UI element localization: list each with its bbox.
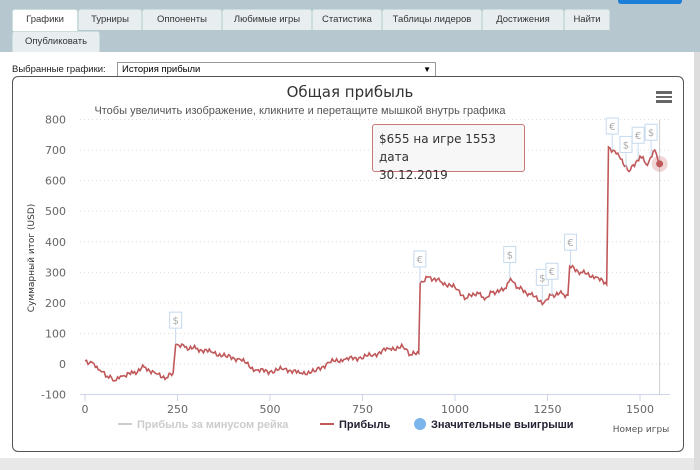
legend-net-profit: Прибыль за минусом рейка bbox=[137, 419, 289, 431]
legend-big-wins: Значительные выигрыши bbox=[431, 419, 574, 431]
chart-menu-icon[interactable] bbox=[656, 91, 672, 103]
tab-3[interactable]: Любимые игры bbox=[222, 9, 312, 30]
y-tick-label: 800 bbox=[45, 114, 66, 127]
bottom-shadow bbox=[0, 458, 700, 470]
profit-line bbox=[84, 145, 661, 382]
chart-container bbox=[12, 76, 684, 452]
x-tick-label: 500 bbox=[260, 403, 281, 416]
flag-symbol: $ bbox=[623, 140, 629, 151]
chart-tooltip: $655 на игре 1553 дата 30.12.2019 bbox=[372, 124, 525, 182]
y-tick-label: 500 bbox=[45, 205, 66, 218]
flag-marker bbox=[605, 117, 619, 135]
y-tick-label: 200 bbox=[45, 297, 66, 310]
flag-marker bbox=[545, 262, 559, 280]
top-button[interactable] bbox=[618, 0, 682, 4]
y-tick-label: -100 bbox=[41, 389, 66, 402]
x-tick-label: 1500 bbox=[626, 403, 654, 416]
flag-marker bbox=[413, 250, 427, 268]
tab-5[interactable]: Таблицы лидеров bbox=[382, 9, 482, 30]
flag-symbol: € bbox=[609, 122, 615, 133]
chart-subtitle: Чтобы увеличить изображение, кликните и … bbox=[94, 105, 506, 117]
x-tick-label: 0 bbox=[82, 403, 89, 416]
chart-title: Общая прибыль bbox=[287, 83, 414, 101]
flag-marker bbox=[619, 135, 633, 153]
tab-2[interactable]: Оппоненты bbox=[142, 9, 222, 30]
flag-symbol: $ bbox=[539, 273, 545, 284]
tab-0[interactable]: Графики bbox=[12, 9, 78, 31]
legend-dot-wins bbox=[414, 418, 426, 430]
x-tick-label: 750 bbox=[352, 403, 373, 416]
flag-marker bbox=[631, 126, 645, 144]
flag-symbol: € bbox=[417, 255, 423, 266]
x-tick-label: 1250 bbox=[534, 403, 562, 416]
flag-symbol: $ bbox=[172, 316, 178, 327]
flag-marker bbox=[644, 123, 658, 141]
hover-point bbox=[656, 160, 664, 168]
scrollbar[interactable] bbox=[694, 52, 700, 470]
flag-symbol: $ bbox=[507, 250, 513, 261]
y-tick-label: 100 bbox=[45, 327, 66, 340]
chart-select-value: История прибыли bbox=[122, 64, 201, 75]
dropdown-arrow-icon: ▼ bbox=[423, 65, 431, 74]
flag-symbol: € bbox=[635, 131, 641, 142]
y-tick-label: 300 bbox=[45, 266, 66, 279]
tab-7[interactable]: Найти bbox=[564, 9, 610, 30]
x-tick-label: 1000 bbox=[441, 403, 469, 416]
tab-6[interactable]: Достижения bbox=[482, 9, 564, 30]
y-tick-label: 400 bbox=[45, 236, 66, 249]
tooltip-line2: 30.12.2019 bbox=[379, 168, 448, 182]
flag-symbol: € bbox=[567, 238, 573, 249]
legend-profit: Прибыль bbox=[339, 419, 391, 431]
chart-select-label: Выбранные графики: bbox=[12, 64, 106, 75]
tab-8[interactable]: Опубликовать bbox=[12, 31, 100, 52]
tab-1[interactable]: Турниры bbox=[78, 9, 142, 30]
flag-marker bbox=[169, 311, 183, 329]
flag-symbol: $ bbox=[648, 128, 654, 139]
y-tick-label: 0 bbox=[59, 358, 66, 371]
y-axis-label: Суммарный итог (USD) bbox=[27, 204, 37, 313]
tab-4[interactable]: Статистика bbox=[312, 9, 382, 30]
flag-marker bbox=[563, 233, 577, 251]
y-tick-label: 700 bbox=[45, 144, 66, 157]
y-tick-label: 600 bbox=[45, 175, 66, 188]
x-axis-label: Номер игры bbox=[613, 425, 670, 435]
x-tick-label: 250 bbox=[167, 403, 188, 416]
flag-marker bbox=[503, 245, 517, 263]
flag-symbol: € bbox=[549, 267, 555, 278]
tooltip-line1: $655 на игре 1553 дата bbox=[379, 132, 496, 164]
